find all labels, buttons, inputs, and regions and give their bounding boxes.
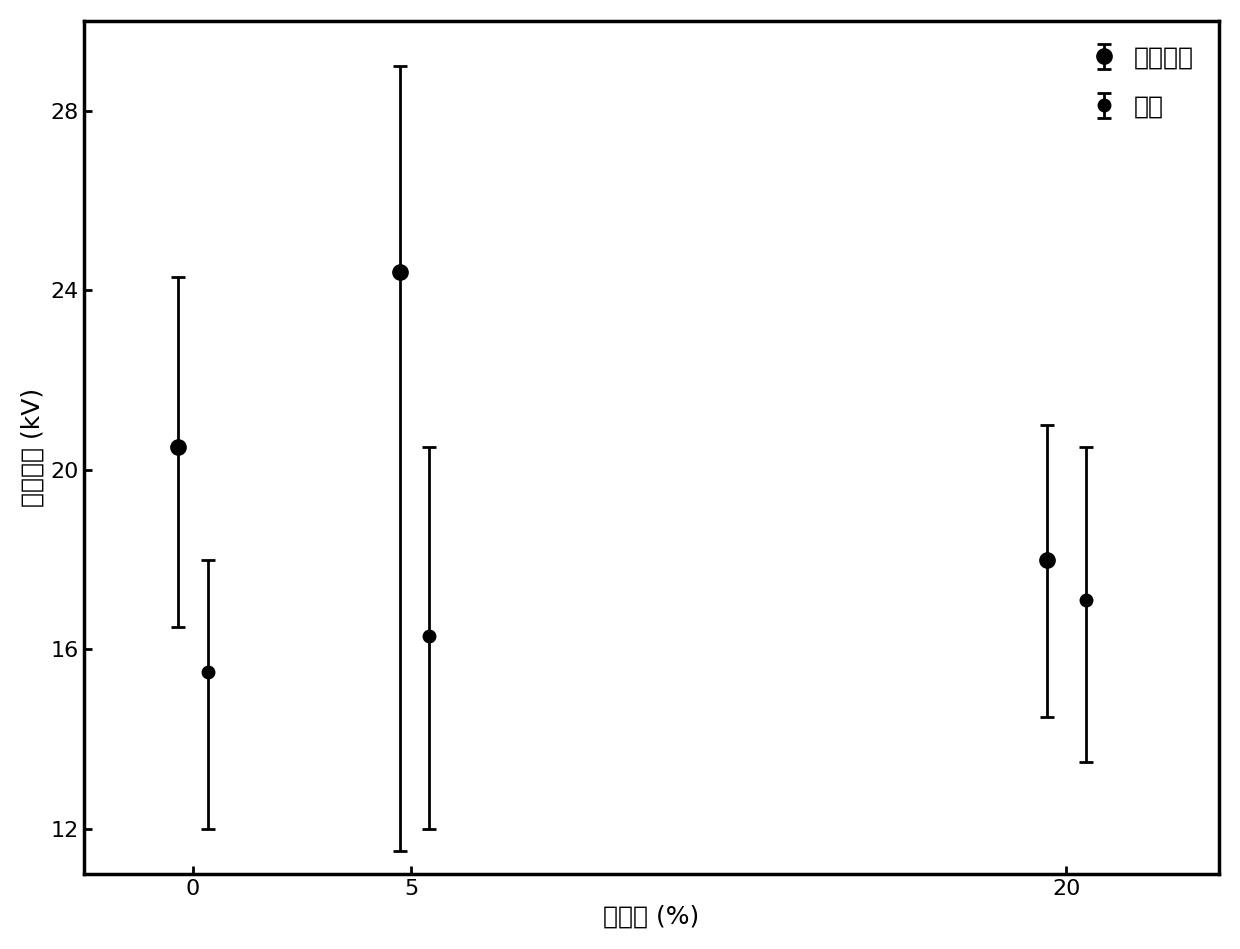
Legend: 正常工作, 失超: 正常工作, 失超 <box>1081 33 1207 131</box>
X-axis label: 添加量 (%): 添加量 (%) <box>604 904 699 928</box>
Y-axis label: 闪络电压 (kV): 闪络电压 (kV) <box>21 388 45 507</box>
